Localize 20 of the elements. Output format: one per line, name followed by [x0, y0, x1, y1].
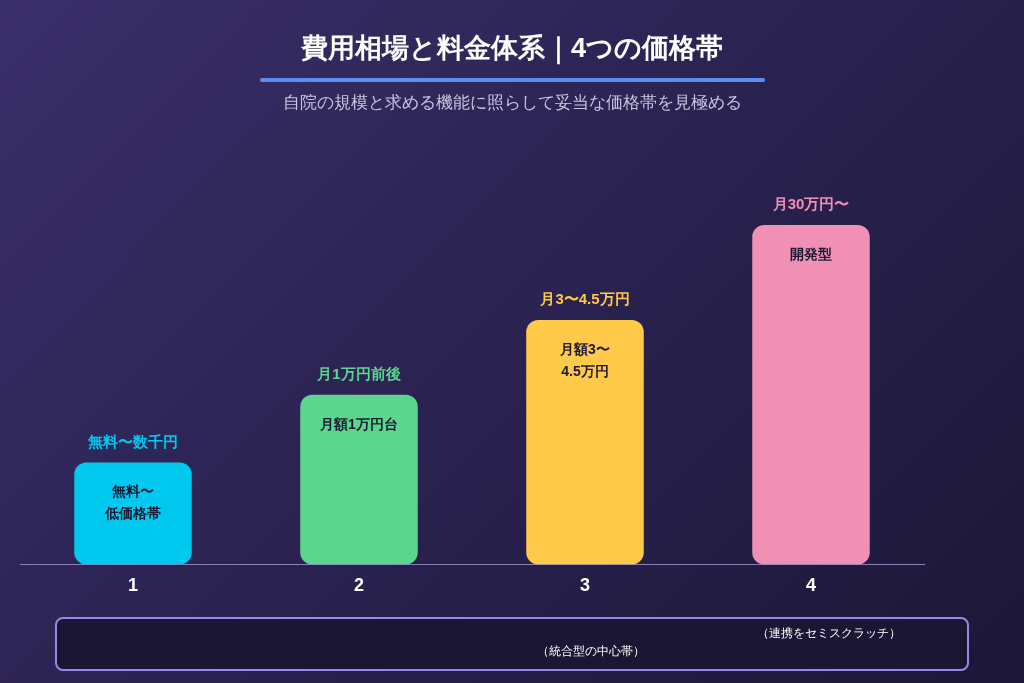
text: （連携をセミスクラッチ）	[757, 625, 901, 642]
annotation: 月額3〜4.5万円	[559, 340, 610, 379]
bar	[300, 394, 418, 565]
x-tick-label: 3	[579, 575, 591, 596]
annotation: 開発型	[790, 245, 832, 262]
annotation: 無料〜低価格帯	[104, 483, 161, 522]
annotation: 月1万円前後	[316, 364, 401, 382]
annotation: 月額1万円台	[319, 415, 398, 432]
text: 月30万円〜	[771, 195, 850, 213]
chart-subtitle: 自院の規模と求める機能に照らして妥当な価格帯を見極める	[281, 92, 743, 114]
x-tick-label: 4	[805, 575, 817, 596]
chart-title: 費用相場と料金体系｜4つの価格帯	[300, 32, 724, 66]
text: （統合型の中心帯）	[537, 643, 645, 660]
bar	[752, 225, 870, 565]
annotation: 月3〜4.5万円	[539, 290, 630, 308]
bar	[526, 320, 644, 565]
bar	[74, 462, 192, 565]
x-tick-label: 1	[127, 575, 139, 596]
annotation: 無料〜数千円	[87, 432, 178, 450]
x-tick-label: 2	[353, 575, 365, 596]
